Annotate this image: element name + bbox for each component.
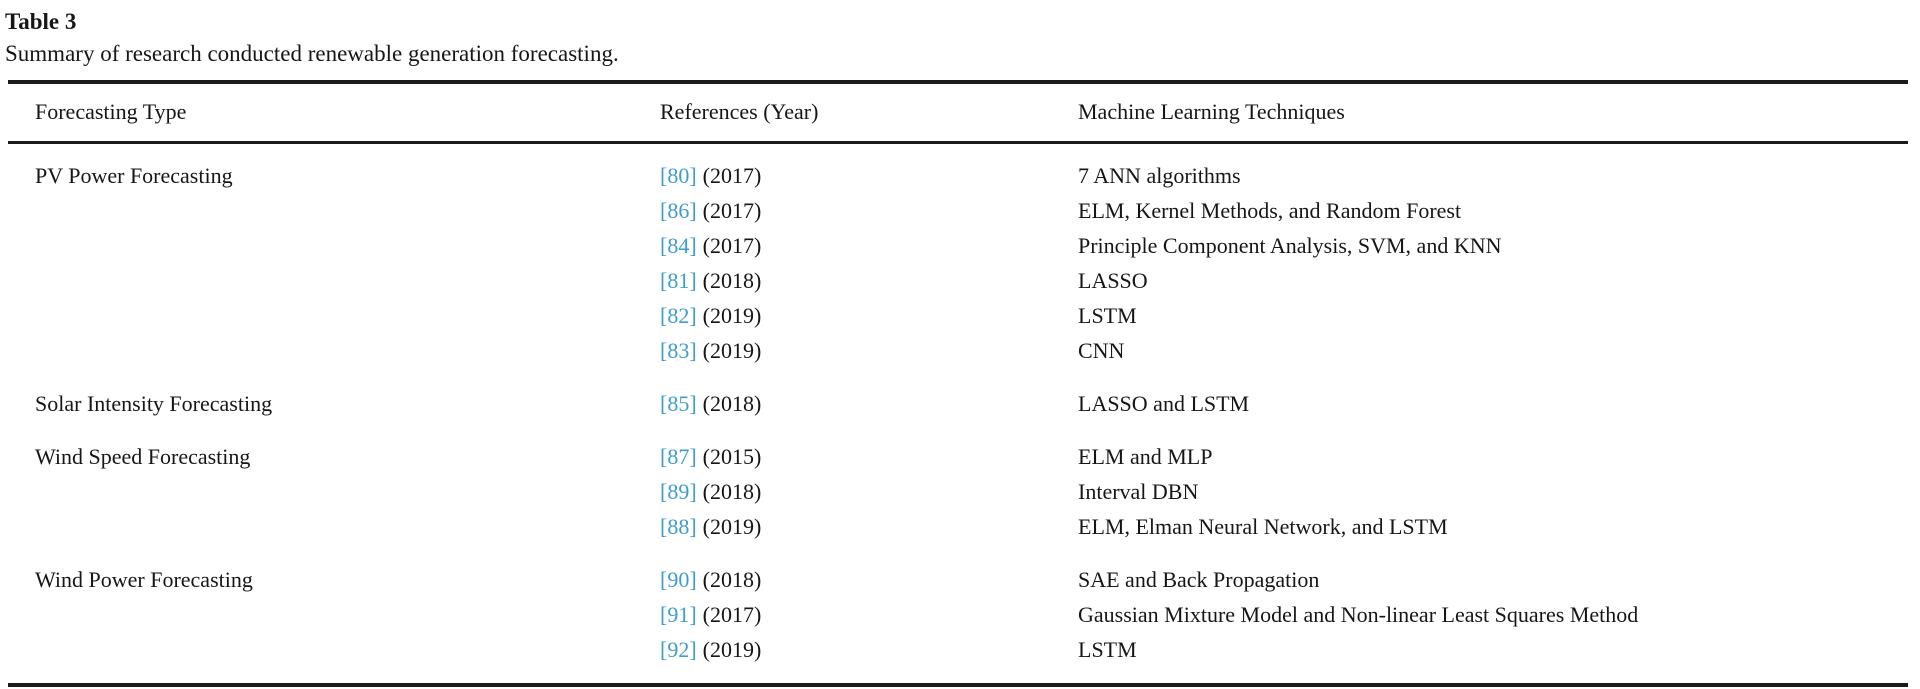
citation-link[interactable]: [82] [660, 303, 697, 328]
forecasting-type-cell: Wind Speed Forecasting [35, 444, 251, 469]
citation-link[interactable]: [87] [660, 444, 697, 469]
citation-link[interactable]: [81] [660, 268, 697, 293]
table-group-pv-power-forecasting: PV Power Forecasting [80] (2017) [86] (201… [8, 158, 1908, 368]
column-header-forecasting-type: Forecasting Type [35, 99, 187, 124]
citation-link[interactable]: [83] [660, 338, 697, 363]
citation-year: (2015) [702, 444, 762, 469]
technique-line: 7 ANN algorithms [1078, 163, 1241, 188]
citation-year: (2019) [702, 514, 762, 539]
citation-link[interactable]: [86] [660, 198, 697, 223]
citation-link[interactable]: [92] [660, 637, 697, 662]
citation-year: (2017) [702, 602, 762, 627]
reference-line: [91] (2017) [660, 597, 1078, 632]
citation-year: (2018) [702, 268, 762, 293]
references-cell: [85] (2018) [660, 386, 1078, 421]
technique-line: ELM, Elman Neural Network, and LSTM [1078, 514, 1448, 539]
reference-line: [90] (2018) [660, 562, 1078, 597]
technique-line: LSTM [1078, 637, 1137, 662]
citation-year: (2019) [702, 338, 762, 363]
forecasting-type-cell: Wind Power Forecasting [35, 567, 253, 592]
references-cell: [80] (2017) [86] (2017) [84] (2017) [81] (20… [660, 158, 1078, 368]
reference-line: [85] (2018) [660, 386, 1078, 421]
technique-line: LASSO [1078, 268, 1148, 293]
technique-line: Interval DBN [1078, 479, 1199, 504]
citation-link[interactable]: [90] [660, 567, 697, 592]
column-header-references-year: References (Year) [660, 99, 819, 124]
citation-link[interactable]: [89] [660, 479, 697, 504]
reference-line: [81] (2018) [660, 263, 1078, 298]
table-group-wind-power-forecasting: Wind Power Forecasting [90] (2018) [91] (2… [8, 562, 1908, 667]
citation-link[interactable]: [85] [660, 391, 697, 416]
forecasting-type-cell: Solar Intensity Forecasting [35, 391, 273, 416]
references-cell: [90] (2018) [91] (2017) [92] (2019) [660, 562, 1078, 667]
citation-year: (2017) [702, 233, 762, 258]
reference-line: [88] (2019) [660, 509, 1078, 544]
forecasting-type-cell: PV Power Forecasting [35, 163, 233, 188]
reference-line: [87] (2015) [660, 439, 1078, 474]
techniques-cell: LASSO and LSTM [1078, 386, 1908, 421]
table-label: Table 3 [5, 9, 77, 34]
reference-line: [92] (2019) [660, 632, 1078, 667]
reference-line: [86] (2017) [660, 193, 1078, 228]
citation-year: (2019) [702, 303, 762, 328]
citation-link[interactable]: [84] [660, 233, 697, 258]
citation-link[interactable]: [91] [660, 602, 697, 627]
table-caption-text: Summary of research conducted renewable … [5, 41, 619, 66]
technique-line: LASSO and LSTM [1078, 391, 1250, 416]
reference-line: [80] (2017) [660, 158, 1078, 193]
table-header-row: Forecasting Type References (Year) Machi… [8, 84, 1908, 144]
technique-line: Principle Component Analysis, SVM, and K… [1078, 233, 1502, 258]
technique-line: ELM and MLP [1078, 444, 1213, 469]
citation-year: (2018) [702, 479, 762, 504]
research-summary-table: Forecasting Type References (Year) Machi… [8, 80, 1908, 687]
techniques-cell: ELM and MLP Interval DBN ELM, Elman Neur… [1078, 439, 1908, 544]
reference-line: [82] (2019) [660, 298, 1078, 333]
table-group-solar-intensity-forecasting: Solar Intensity Forecasting [85] (2018) L… [8, 386, 1908, 421]
technique-line: Gaussian Mixture Model and Non-linear Le… [1078, 602, 1639, 627]
technique-line: LSTM [1078, 303, 1137, 328]
reference-line: [89] (2018) [660, 474, 1078, 509]
citation-link[interactable]: [80] [660, 163, 697, 188]
technique-line: CNN [1078, 338, 1125, 363]
techniques-cell: SAE and Back Propagation Gaussian Mixtur… [1078, 562, 1908, 667]
table-caption-block: Table 3 Summary of research conducted re… [5, 6, 1920, 70]
citation-year: (2017) [702, 198, 762, 223]
table-group-wind-speed-forecasting: Wind Speed Forecasting [87] (2015) [89] (2… [8, 439, 1908, 544]
technique-line: ELM, Kernel Methods, and Random Forest [1078, 198, 1462, 223]
technique-line: SAE and Back Propagation [1078, 567, 1320, 592]
reference-line: [83] (2019) [660, 333, 1078, 368]
citation-year: (2018) [702, 567, 762, 592]
citation-link[interactable]: [88] [660, 514, 697, 539]
column-header-ml-techniques: Machine Learning Techniques [1078, 99, 1345, 124]
citation-year: (2018) [702, 391, 762, 416]
techniques-cell: 7 ANN algorithms ELM, Kernel Methods, an… [1078, 158, 1908, 368]
table-body: PV Power Forecasting [80] (2017) [86] (201… [8, 144, 1908, 687]
reference-line: [84] (2017) [660, 228, 1078, 263]
citation-year: (2019) [702, 637, 762, 662]
references-cell: [87] (2015) [89] (2018) [88] (2019) [660, 439, 1078, 544]
citation-year: (2017) [702, 163, 762, 188]
